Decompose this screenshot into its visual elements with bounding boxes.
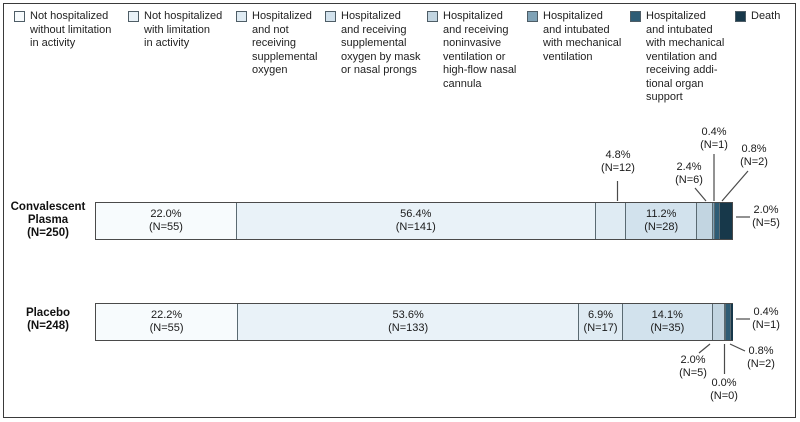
legend-swatch-icon <box>236 11 247 22</box>
stacked-bar-convalescent-plasma: 22.0% (N=55) 56.4% (N=141) 11.2% (N=28) <box>95 202 733 240</box>
bar-segment <box>714 203 720 239</box>
row-label-convalescent-plasma: Convalescent Plasma (N=250) <box>10 201 86 239</box>
legend-label: Not hospitalized without limitation in a… <box>30 10 112 49</box>
callout-pl-intubated: 0.0% (N=0) <box>710 377 738 402</box>
bar-segment: 11.2% (N=28) <box>625 203 697 239</box>
bar-segment <box>696 203 712 239</box>
callout-cp-noninvasive: 2.4% (N=6) <box>675 161 703 186</box>
legend-item-hosp-no-oxygen: Hospitalized and not receiving supplemen… <box>236 10 317 78</box>
legend-label: Not hospitalized with limitation in acti… <box>144 10 223 49</box>
segment-label: 22.2% (N=55) <box>149 309 184 334</box>
segment-label: 6.9% (N=17) <box>583 309 618 334</box>
bar-segment: 53.6% (N=133) <box>237 304 579 340</box>
callout-pl-death: 0.4% (N=1) <box>752 306 780 331</box>
legend-swatch-icon <box>427 11 438 22</box>
bar-segment <box>725 304 731 340</box>
callout-cp-intubated: 0.4% (N=1) <box>700 126 728 151</box>
bar-segment <box>594 203 626 239</box>
legend-label: Hospitalized and not receiving supplemen… <box>252 10 318 76</box>
legend-label: Hospitalized and intubated with mechanic… <box>646 10 725 103</box>
legend-item-hosp-oxygen-mask: Hospitalized and receiving supplemental … <box>325 10 420 78</box>
legend-item-hosp-organ-support: Hospitalized and intubated with mechanic… <box>630 10 724 105</box>
legend-swatch-icon <box>527 11 538 22</box>
callout-pl-noninvasive: 2.0% (N=5) <box>679 354 707 379</box>
legend-item-not-hosp-limit: Not hospitalized with limitation in acti… <box>128 10 222 51</box>
legend-swatch-icon <box>325 11 336 22</box>
bar-segment: 6.9% (N=17) <box>578 304 622 340</box>
bar-segment <box>719 203 732 239</box>
bar-segment: 22.0% (N=55) <box>96 203 236 239</box>
legend-item-death: Death <box>735 10 780 24</box>
legend-label: Hospitalized and receiving supplemental … <box>341 10 421 76</box>
callout-pl-organ-support: 0.8% (N=2) <box>747 345 775 370</box>
legend-swatch-icon <box>14 11 25 22</box>
stacked-bar-placebo: 22.2% (N=55) 53.6% (N=133) 6.9% (N=17) 14.1… <box>95 303 733 341</box>
bar-segment <box>730 304 733 340</box>
bar-segment: 56.4% (N=141) <box>235 203 595 239</box>
bar-segment: 14.1% (N=35) <box>621 304 712 340</box>
legend-label: Death <box>751 10 781 22</box>
callout-cp-death: 2.0% (N=5) <box>752 204 780 229</box>
legend-item-not-hosp-no-limit: Not hospitalized without limitation in a… <box>14 10 111 51</box>
legend-swatch-icon <box>735 11 746 22</box>
bar-segment: 22.2% (N=55) <box>96 304 238 340</box>
bar-segment <box>724 304 726 340</box>
legend-item-hosp-intubated: Hospitalized and intubated with mechanic… <box>527 10 621 64</box>
callout-cp-hosp-no-oxygen: 4.8% (N=12) <box>601 149 635 174</box>
segment-label: 14.1% (N=35) <box>650 309 685 334</box>
legend-swatch-icon <box>630 11 641 22</box>
legend-swatch-icon <box>128 11 139 22</box>
segment-label: 56.4% (N=141) <box>395 208 436 233</box>
row-label-placebo: Placebo (N=248) <box>25 307 71 332</box>
bar-segment <box>711 304 725 340</box>
bar-segment <box>711 203 715 239</box>
legend-item-hosp-noninvasive: Hospitalized and receiving noninvasive v… <box>427 10 516 91</box>
legend-label: Hospitalized and receiving noninvasive v… <box>443 10 517 90</box>
segment-label: 53.6% (N=133) <box>388 309 429 334</box>
segment-label: 11.2% (N=28) <box>644 208 679 233</box>
segment-label: 22.0% (N=55) <box>148 208 183 233</box>
callout-cp-organ-support: 0.8% (N=2) <box>740 143 768 168</box>
legend-label: Hospitalized and intubated with mechanic… <box>543 10 622 63</box>
